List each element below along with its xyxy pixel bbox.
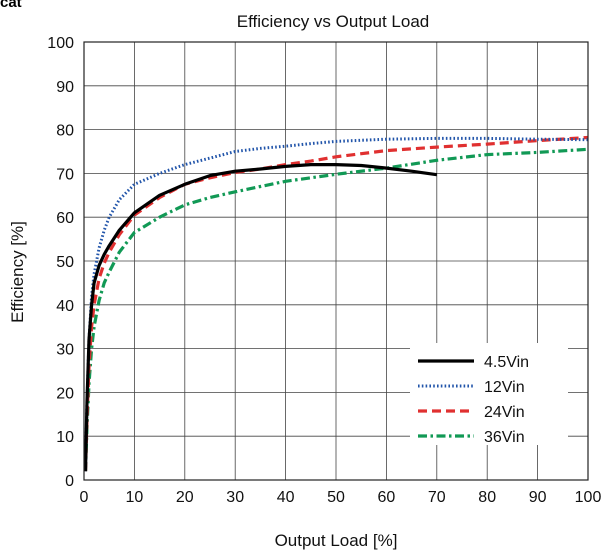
y-tick-label-10: 10 [56, 429, 74, 446]
x-axis-label: Output Load [%] [275, 531, 398, 550]
series-line-36vin [83, 147, 589, 472]
y-tick-label-50: 50 [56, 254, 74, 271]
x-tick-label-30: 30 [226, 489, 244, 506]
x-tick-label-10: 10 [126, 489, 144, 506]
y-tick-label-40: 40 [56, 298, 74, 315]
chart-title: Efficiency vs Output Load [237, 12, 429, 31]
corner-label: cat [0, 0, 22, 11]
y-tick-label-60: 60 [56, 210, 74, 227]
x-tick-label-60: 60 [378, 489, 396, 506]
plot-frame [83, 41, 589, 481]
series-lines [83, 135, 589, 472]
legend-label-36vin: 36Vin [484, 429, 525, 446]
y-tick-label-30: 30 [56, 342, 74, 359]
y-tick-label-70: 70 [56, 166, 74, 183]
y-tick-label-100: 100 [47, 35, 74, 52]
x-tick-label-80: 80 [478, 489, 496, 506]
x-tick-label-20: 20 [176, 489, 194, 506]
legend-label-4-5vin: 4.5Vin [484, 354, 529, 371]
x-tick-label-0: 0 [80, 489, 89, 506]
x-tick-label-70: 70 [428, 489, 446, 506]
legend-label-12vin: 12Vin [484, 379, 525, 396]
y-tick-label-80: 80 [56, 123, 74, 140]
x-tick-label-100: 100 [575, 489, 602, 506]
series-line-4-5vin [83, 163, 438, 472]
legend-label-24vin: 24Vin [484, 404, 525, 421]
x-tick-label-50: 50 [327, 489, 345, 506]
y-axis-label: Efficiency [%] [8, 221, 27, 323]
legend: 4.5Vin 12Vin 24Vin 36Vin [410, 343, 568, 446]
x-tick-label-90: 90 [529, 489, 547, 506]
tick-labels: 0 10 20 30 40 50 60 70 80 90 100 0 10 20 30 40 50 60 70 80 9… [47, 35, 601, 506]
y-tick-label-90: 90 [56, 79, 74, 96]
y-tick-label-20: 20 [56, 385, 74, 402]
y-tick-label-0: 0 [65, 473, 74, 490]
x-tick-label-40: 40 [277, 489, 295, 506]
plot-border [83, 41, 589, 481]
